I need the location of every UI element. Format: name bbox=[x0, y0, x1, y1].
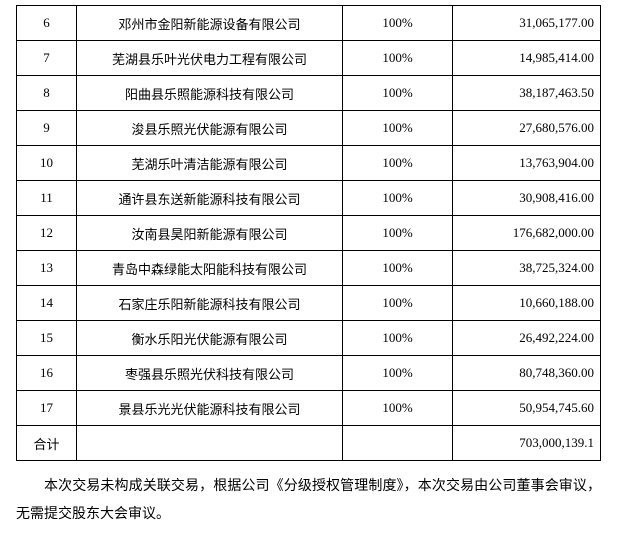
total-empty bbox=[77, 426, 343, 461]
table-row: 17景县乐光光伏能源科技有限公司100%50,954,745.60 bbox=[17, 391, 601, 426]
row-number: 6 bbox=[17, 6, 77, 41]
percentage: 100% bbox=[343, 111, 453, 146]
total-amount: 703,000,139.1 bbox=[453, 426, 601, 461]
table-row: 11通许县东送新能源科技有限公司100%30,908,416.00 bbox=[17, 181, 601, 216]
table-row: 15衡水乐阳光伏能源有限公司100%26,492,224.00 bbox=[17, 321, 601, 356]
table-row: 10芜湖乐叶清洁能源有限公司100%13,763,904.00 bbox=[17, 146, 601, 181]
amount: 13,763,904.00 bbox=[453, 146, 601, 181]
table-row: 9浚县乐照光伏能源有限公司100%27,680,576.00 bbox=[17, 111, 601, 146]
row-number: 8 bbox=[17, 76, 77, 111]
row-number: 10 bbox=[17, 146, 77, 181]
amount: 80,748,360.00 bbox=[453, 356, 601, 391]
percentage: 100% bbox=[343, 356, 453, 391]
row-number: 12 bbox=[17, 216, 77, 251]
amount: 50,954,745.60 bbox=[453, 391, 601, 426]
company-name: 芜湖乐叶清洁能源有限公司 bbox=[77, 146, 343, 181]
amount: 176,682,000.00 bbox=[453, 216, 601, 251]
table-row: 7芜湖县乐叶光伏电力工程有限公司100%14,985,414.00 bbox=[17, 41, 601, 76]
company-name: 景县乐光光伏能源科技有限公司 bbox=[77, 391, 343, 426]
row-number: 15 bbox=[17, 321, 77, 356]
table-total-row: 合计 703,000,139.1 bbox=[17, 426, 601, 461]
amount: 30,908,416.00 bbox=[453, 181, 601, 216]
table-row: 12汝南县昊阳新能源有限公司100%176,682,000.00 bbox=[17, 216, 601, 251]
percentage: 100% bbox=[343, 76, 453, 111]
percentage: 100% bbox=[343, 146, 453, 181]
percentage: 100% bbox=[343, 181, 453, 216]
table-row: 6邓州市金阳新能源设备有限公司100%31,065,177.00 bbox=[17, 6, 601, 41]
company-name: 枣强县乐照光伏科技有限公司 bbox=[77, 356, 343, 391]
percentage: 100% bbox=[343, 321, 453, 356]
total-empty bbox=[343, 426, 453, 461]
percentage: 100% bbox=[343, 286, 453, 321]
row-number: 14 bbox=[17, 286, 77, 321]
table-row: 16枣强县乐照光伏科技有限公司100%80,748,360.00 bbox=[17, 356, 601, 391]
amount: 31,065,177.00 bbox=[453, 6, 601, 41]
company-name: 阳曲县乐照能源科技有限公司 bbox=[77, 76, 343, 111]
amount: 10,660,188.00 bbox=[453, 286, 601, 321]
percentage: 100% bbox=[343, 6, 453, 41]
amount: 38,187,463.50 bbox=[453, 76, 601, 111]
amount: 38,725,324.00 bbox=[453, 251, 601, 286]
table-row: 14石家庄乐阳新能源科技有限公司100%10,660,188.00 bbox=[17, 286, 601, 321]
data-table: 6邓州市金阳新能源设备有限公司100%31,065,177.007芜湖县乐叶光伏… bbox=[16, 5, 601, 461]
percentage: 100% bbox=[343, 216, 453, 251]
amount: 27,680,576.00 bbox=[453, 111, 601, 146]
company-name: 邓州市金阳新能源设备有限公司 bbox=[77, 6, 343, 41]
row-number: 17 bbox=[17, 391, 77, 426]
amount: 14,985,414.00 bbox=[453, 41, 601, 76]
amount: 26,492,224.00 bbox=[453, 321, 601, 356]
company-name: 汝南县昊阳新能源有限公司 bbox=[77, 216, 343, 251]
table-row: 13青岛中森绿能太阳能科技有限公司100%38,725,324.00 bbox=[17, 251, 601, 286]
percentage: 100% bbox=[343, 41, 453, 76]
company-name: 青岛中森绿能太阳能科技有限公司 bbox=[77, 251, 343, 286]
company-name: 浚县乐照光伏能源有限公司 bbox=[77, 111, 343, 146]
company-name: 石家庄乐阳新能源科技有限公司 bbox=[77, 286, 343, 321]
company-name: 衡水乐阳光伏能源有限公司 bbox=[77, 321, 343, 356]
percentage: 100% bbox=[343, 391, 453, 426]
row-number: 13 bbox=[17, 251, 77, 286]
company-name: 通许县东送新能源科技有限公司 bbox=[77, 181, 343, 216]
row-number: 11 bbox=[17, 181, 77, 216]
row-number: 7 bbox=[17, 41, 77, 76]
percentage: 100% bbox=[343, 251, 453, 286]
row-number: 16 bbox=[17, 356, 77, 391]
company-name: 芜湖县乐叶光伏电力工程有限公司 bbox=[77, 41, 343, 76]
table-row: 8阳曲县乐照能源科技有限公司100%38,187,463.50 bbox=[17, 76, 601, 111]
footnote-paragraph: 本次交易未构成关联交易，根据公司《分级授权管理制度》，本次交易由公司董事会审议，… bbox=[16, 473, 601, 529]
row-number: 9 bbox=[17, 111, 77, 146]
total-label: 合计 bbox=[17, 426, 77, 461]
